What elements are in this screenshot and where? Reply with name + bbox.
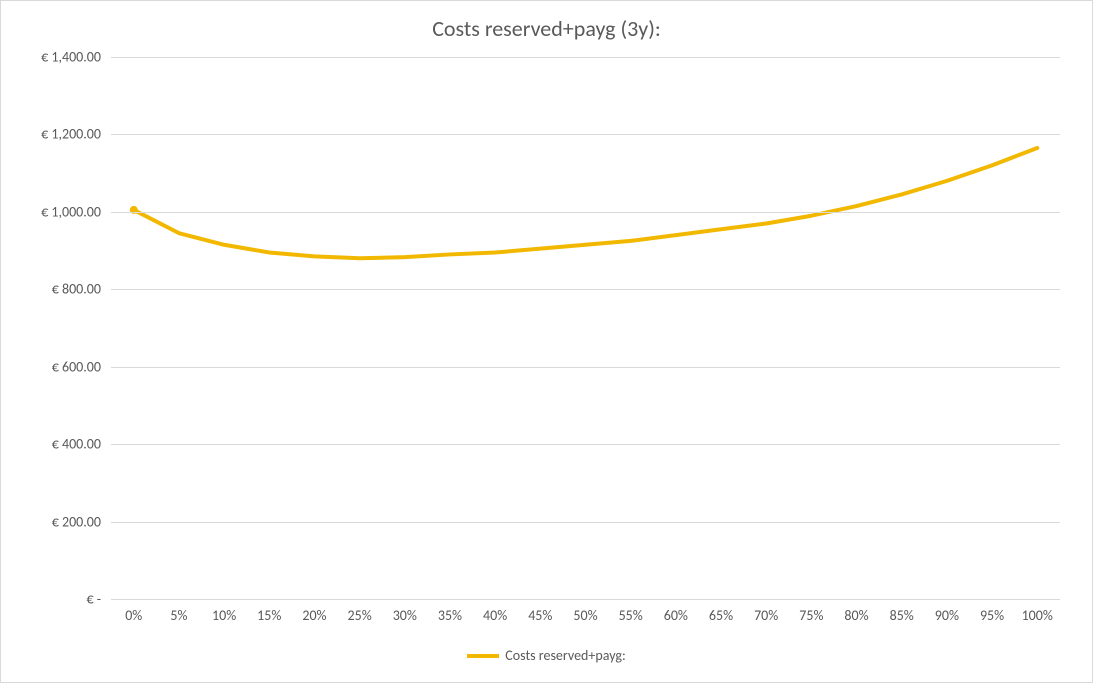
x-tick-label: 55% [619, 599, 643, 624]
chart-container: Costs reserved+payg (3y): € -€ 200.00€ 4… [0, 0, 1093, 683]
plot-area: € -€ 200.00€ 400.00€ 600.00€ 800.00€ 1,0… [111, 57, 1060, 599]
gridline [111, 289, 1060, 290]
x-tick-label: 0% [125, 599, 142, 624]
x-tick-label: 90% [935, 599, 959, 624]
gridline [111, 522, 1060, 523]
x-tick-label: 60% [664, 599, 688, 624]
x-tick-label: 100% [1022, 599, 1053, 624]
x-tick-label: 35% [438, 599, 462, 624]
chart-title: Costs reserved+payg (3y): [1, 15, 1092, 42]
gridline [111, 134, 1060, 135]
y-tick-label: € 800.00 [52, 281, 111, 298]
legend: Costs reserved+payg: [1, 645, 1092, 665]
x-tick-label: 20% [302, 599, 326, 624]
x-tick-label: 40% [483, 599, 507, 624]
gridline [111, 444, 1060, 445]
x-tick-label: 50% [573, 599, 597, 624]
gridline [111, 367, 1060, 368]
x-tick-label: 15% [257, 599, 281, 624]
y-tick-label: € 1,000.00 [41, 203, 111, 220]
x-tick-label: 80% [844, 599, 868, 624]
x-tick-label: 30% [393, 599, 417, 624]
x-tick-label: 5% [170, 599, 187, 624]
y-tick-label: € 1,200.00 [41, 126, 111, 143]
x-tick-label: 70% [754, 599, 778, 624]
y-tick-label: € 600.00 [52, 358, 111, 375]
chart-line-svg [111, 57, 1060, 599]
legend-label: Costs reserved+payg: [505, 647, 625, 664]
x-tick-label: 10% [212, 599, 236, 624]
x-tick-label: 45% [528, 599, 552, 624]
gridline [111, 57, 1060, 58]
legend-swatch [467, 654, 499, 658]
x-tick-label: 85% [890, 599, 914, 624]
x-tick-label: 75% [799, 599, 823, 624]
series-line [134, 148, 1037, 258]
gridline [111, 212, 1060, 213]
x-tick-label: 95% [980, 599, 1004, 624]
y-tick-label: € 1,400.00 [41, 49, 111, 66]
x-tick-label: 65% [709, 599, 733, 624]
y-tick-label: € - [86, 591, 111, 608]
y-tick-label: € 400.00 [52, 436, 111, 453]
x-tick-label: 25% [348, 599, 372, 624]
y-tick-label: € 200.00 [52, 513, 111, 530]
